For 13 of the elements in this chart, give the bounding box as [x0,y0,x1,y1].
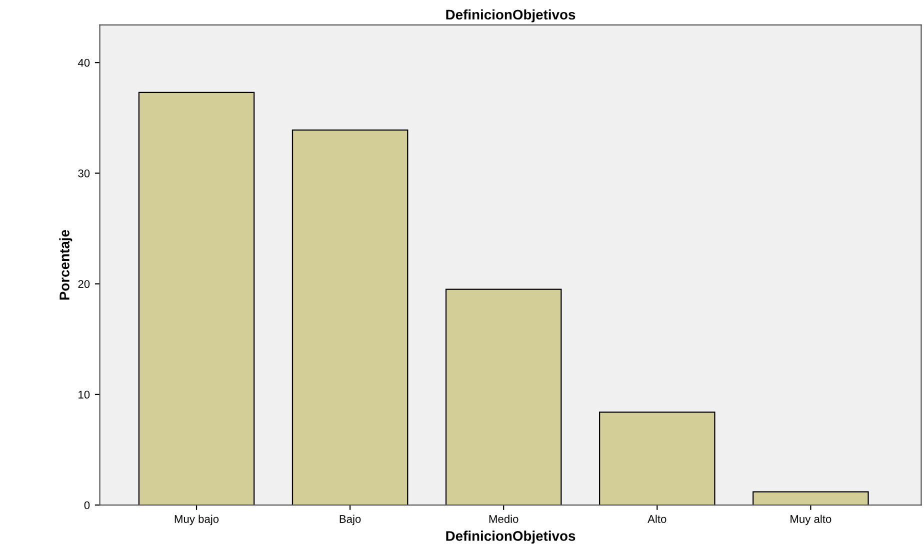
x-tick-label: Alto [648,514,666,523]
y-tick-label: 30 [78,169,90,178]
x-tick-label: Bajo [340,514,361,526]
chart-title: DefinicionObjetivos [446,9,576,22]
x-axis-title: DefinicionObjetivos [446,530,576,544]
y-tick-label: 0 [84,501,90,510]
y-tick-label: 10 [78,390,90,399]
y-tick-label: 40 [78,58,90,67]
y-axis-title: Porcentaje [59,230,72,300]
x-tick-label: Muy bajo [174,514,219,526]
x-tick-label: Medio [489,514,518,523]
x-tick-label: Muy alto [790,514,832,526]
y-tick-label: 20 [78,280,90,288]
